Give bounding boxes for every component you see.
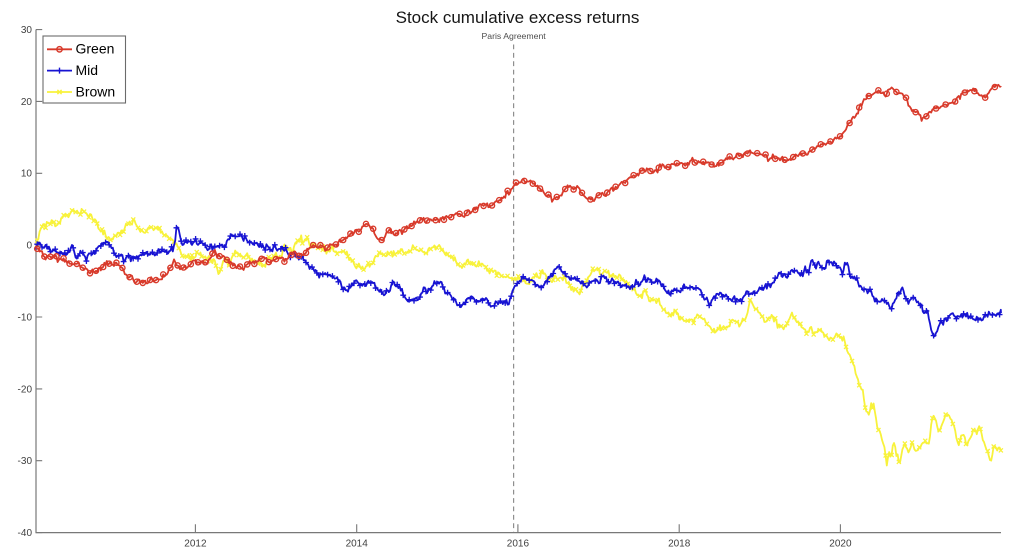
svg-text:-40: -40 <box>18 528 33 539</box>
svg-text:-30: -30 <box>18 456 33 467</box>
svg-text:2018: 2018 <box>668 539 691 550</box>
svg-text:2014: 2014 <box>346 539 369 550</box>
svg-text:-10: -10 <box>18 312 33 323</box>
svg-text:Mid: Mid <box>76 62 99 78</box>
svg-text:Stock cumulative excess return: Stock cumulative excess returns <box>396 8 640 27</box>
svg-text:2020: 2020 <box>829 539 852 550</box>
svg-text:0: 0 <box>26 241 32 252</box>
svg-text:Paris Agreement: Paris Agreement <box>481 31 546 41</box>
svg-text:Brown: Brown <box>76 83 116 99</box>
svg-text:2016: 2016 <box>507 539 530 550</box>
svg-text:-20: -20 <box>18 384 33 395</box>
svg-text:10: 10 <box>21 169 33 180</box>
svg-text:20: 20 <box>21 97 33 108</box>
svg-text:Green: Green <box>76 41 115 57</box>
svg-text:2012: 2012 <box>184 539 207 550</box>
svg-text:30: 30 <box>21 25 33 36</box>
